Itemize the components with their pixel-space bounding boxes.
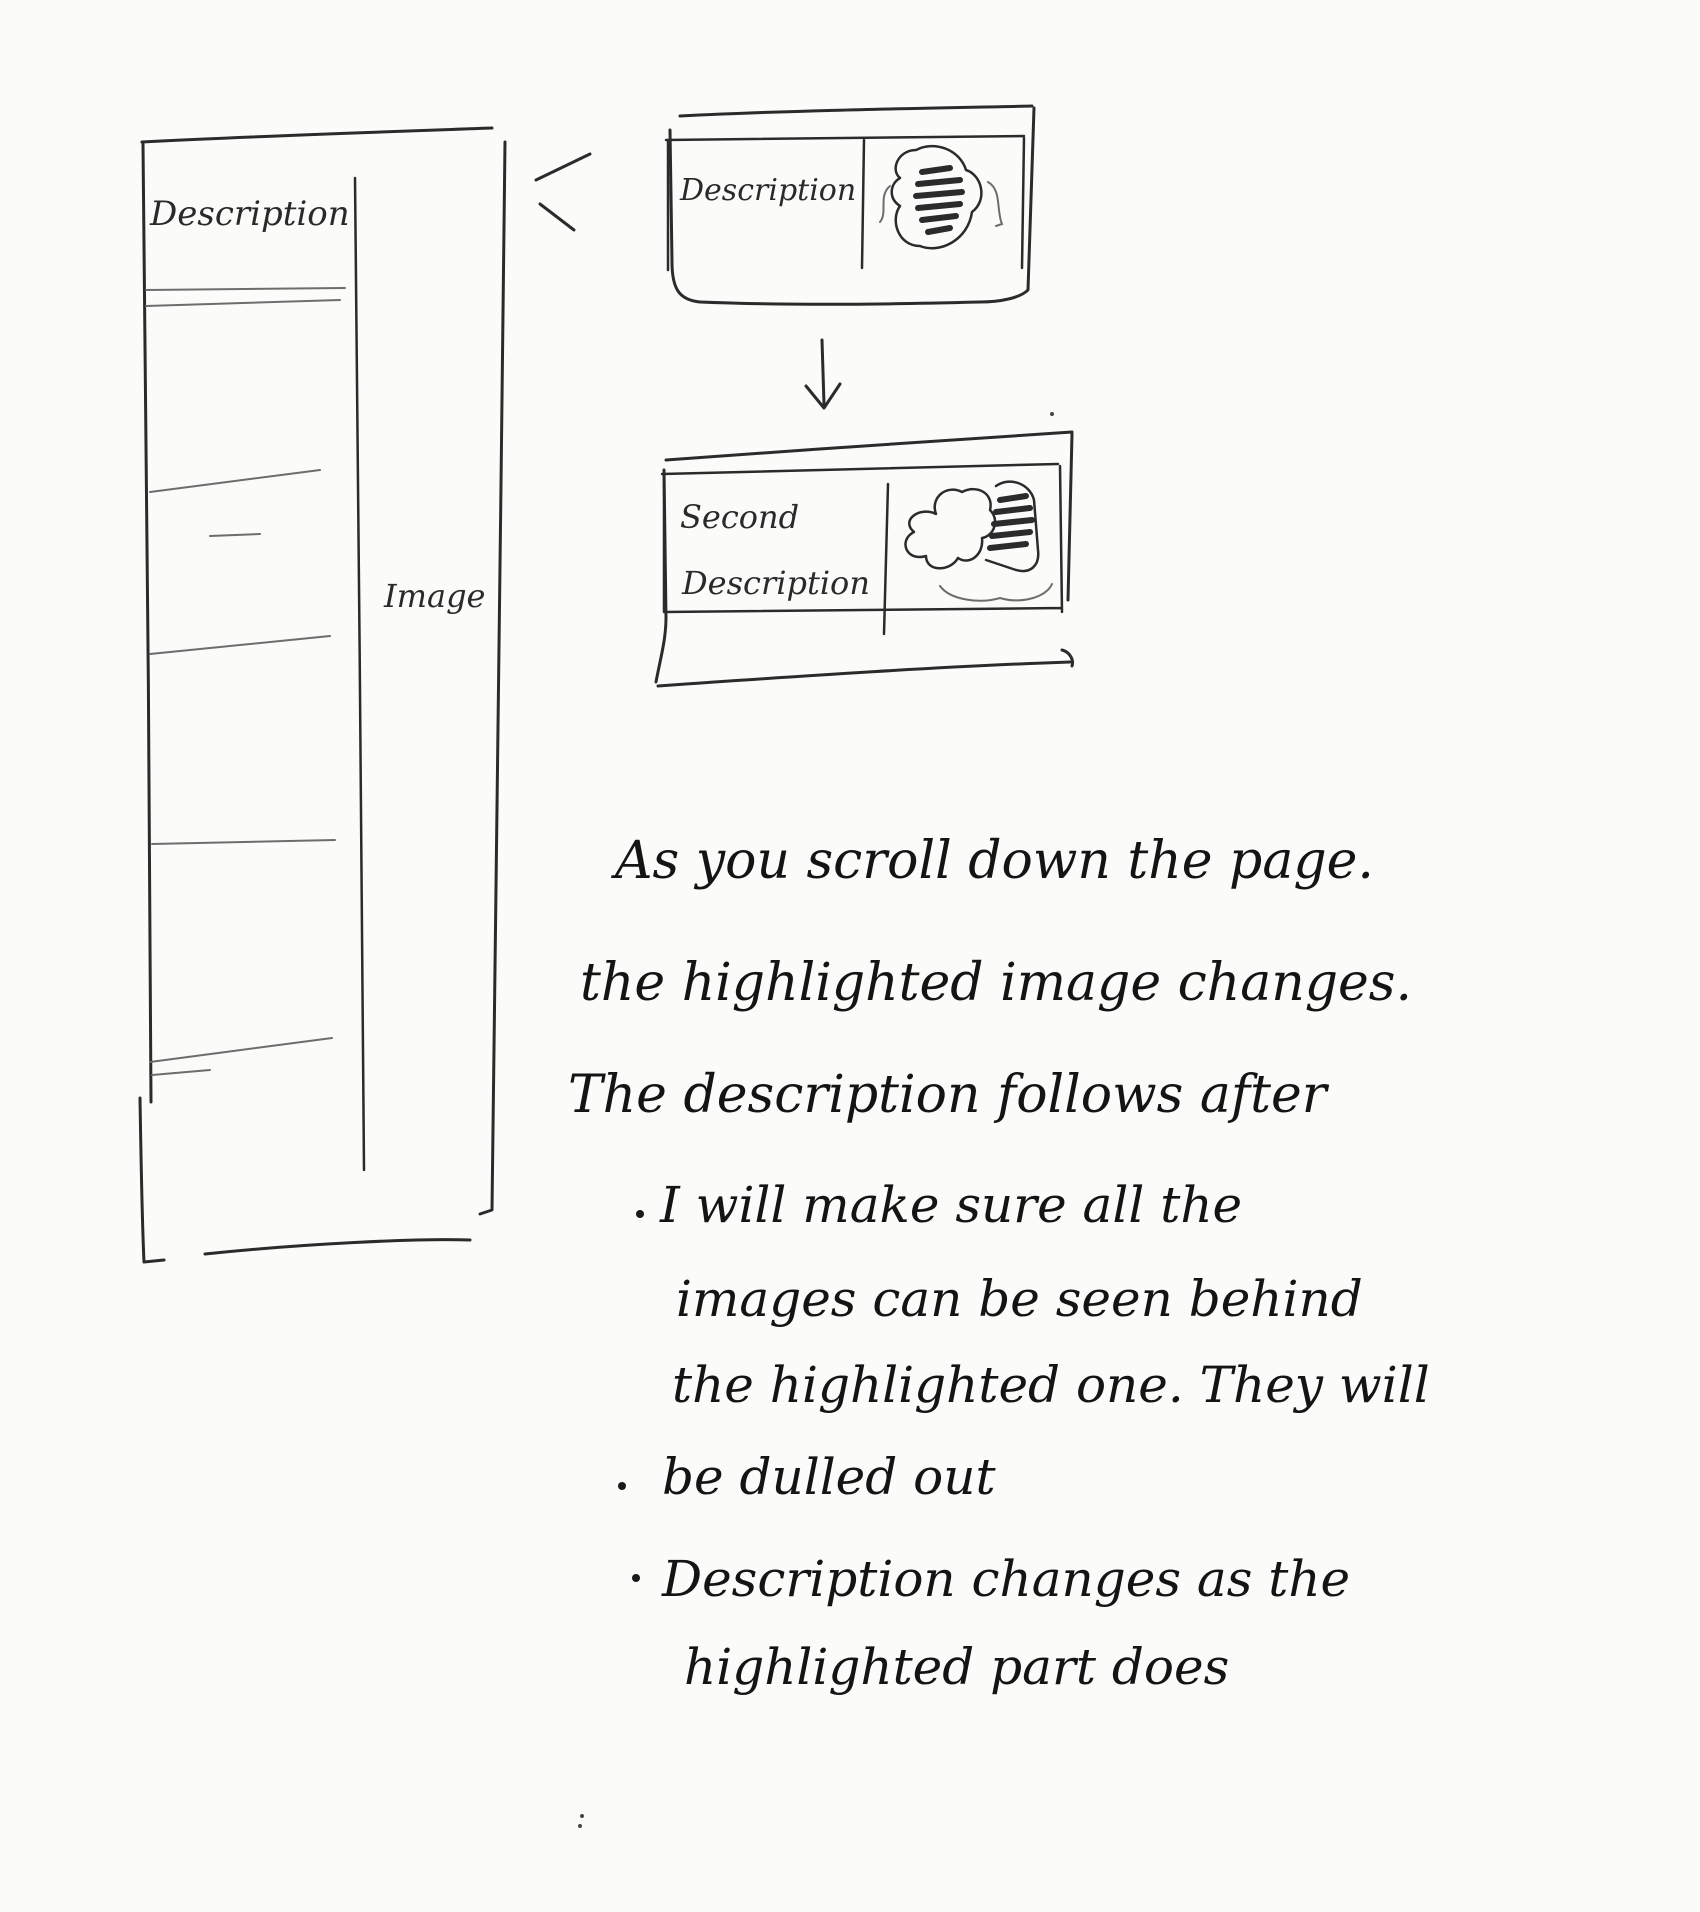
wireframe-column-divider: [353, 176, 366, 1172]
state-one-card: Description: [664, 104, 1036, 306]
note-intro-line1: As you scroll down the page.: [611, 831, 1374, 891]
wireframe-row-divider: [149, 635, 331, 655]
state-one-left-edge: [668, 128, 702, 304]
bullet-dot: [636, 1210, 644, 1218]
notes-block: As you scroll down the page. the highlig…: [568, 831, 1430, 1696]
page-wireframe: Description Image: [138, 126, 507, 1264]
down-arrow-icon: [804, 338, 842, 410]
note-bullet1-line4: be dulled out: [662, 1448, 996, 1506]
note-intro-line3: The description follows after: [568, 1065, 1330, 1125]
state-one-label: Description: [679, 173, 856, 208]
note-bullet1-line2: images can be seen behind: [676, 1270, 1363, 1328]
bullet-dot: [632, 1574, 640, 1582]
note-bullet1-line1: I will make sure all the: [659, 1176, 1242, 1234]
wireframe-row-divider: [145, 299, 341, 307]
state-two-top-edge: [664, 430, 1074, 462]
pointer-mark-icon: [534, 152, 592, 232]
wireframe-row-divider: [151, 1069, 211, 1076]
state-two-label-line2: Description: [681, 564, 870, 602]
wireframe-image-label: Image: [383, 577, 485, 615]
wireframe-row-divider: [149, 469, 321, 493]
wireframe-bottom-edge: [203, 1238, 472, 1256]
wireframe-row-divider: [149, 1037, 333, 1063]
note-bullet2-line2: highlighted part does: [684, 1638, 1229, 1696]
state-one-inner-frame: [664, 134, 1026, 272]
wireframe-description-label: Description: [149, 194, 350, 234]
wireframe-left-edge: [141, 142, 153, 1104]
state-two-left-edge: [654, 468, 668, 684]
state-two-inner-frame: [660, 462, 1064, 614]
note-intro-line2: the highlighted image changes.: [580, 953, 1412, 1013]
state-two-divider: [882, 482, 890, 636]
stray-mark: [580, 1814, 584, 1818]
wireframe-left-edge-lower: [138, 1096, 166, 1264]
state-two-right-edge: [1060, 432, 1074, 668]
wireframe-right-edge: [478, 140, 507, 1216]
state-two-bottom-edge: [656, 660, 1072, 688]
wireframe-row-divider: [209, 533, 261, 537]
state-one-image-icon: [879, 144, 1004, 250]
state-two-card: Second Description: [654, 430, 1074, 688]
state-one-bottom-edge: [698, 300, 982, 306]
state-one-right-edge: [978, 106, 1036, 304]
state-two-image-icon: [904, 480, 1053, 602]
wireframe-row-divider: [151, 839, 336, 845]
note-bullet2-line1: Description changes as the: [661, 1550, 1350, 1608]
stray-mark: [578, 1824, 582, 1828]
note-bullet1-line3: the highlighted one. They will: [672, 1356, 1430, 1414]
wireframe-top-edge: [140, 126, 494, 144]
state-one-divider: [860, 138, 866, 270]
bullet-dot: [618, 1482, 626, 1490]
stray-mark: [1050, 412, 1054, 416]
wireframe-row-divider: [145, 287, 346, 291]
state-two-label-line1: Second: [680, 498, 799, 536]
state-one-top-edge: [678, 104, 1034, 118]
